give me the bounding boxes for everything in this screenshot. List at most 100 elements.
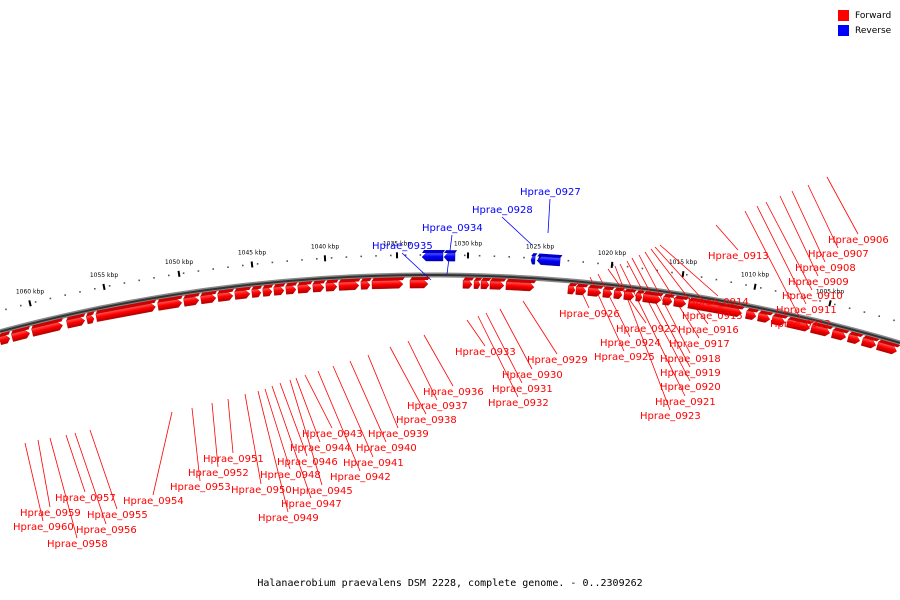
gene-label[interactable]: Hprae_0932 [488,398,549,409]
gene-label[interactable]: Hprae_0929 [527,355,588,366]
forward-gene-arrow [217,288,235,302]
gene-label[interactable]: Hprae_0913 [708,251,769,262]
gene-leader-line [650,248,709,325]
scale-major-tick [28,300,32,307]
gene-leader-line [659,244,719,297]
gene-label[interactable]: Hprae_0926 [559,309,620,320]
scale-major-tick [753,283,757,290]
gene-label[interactable]: Hprae_0909 [788,277,849,288]
gene-label[interactable]: Hprae_0930 [502,370,563,381]
gene-label[interactable]: Hprae_0940 [356,443,417,454]
gene-label[interactable]: Hprae_0931 [492,384,553,395]
gene-label[interactable]: Hprae_0943 [302,429,363,440]
gene-leader-line [744,210,801,319]
gene-label[interactable]: Hprae_0959 [20,508,81,519]
gene-label[interactable]: Hprae_0941 [343,458,404,469]
gene-label[interactable]: Hprae_0945 [292,486,353,497]
gene-label[interactable]: Hprae_0910 [782,291,843,302]
scale-minor-tick [345,256,348,258]
gene-label[interactable]: Hprae_0914 [688,297,749,308]
scale-minor-tick [760,287,762,289]
gene-label[interactable]: Hprae_0918 [660,354,721,365]
gene-label[interactable]: Hprae_0907 [808,249,869,260]
gene-label[interactable]: Hprae_0917 [669,339,730,350]
scale-minor-tick [641,267,644,270]
scale-minor-tick [138,279,140,282]
gene-leader-line [74,432,107,525]
forward-gene-arrow [613,287,625,300]
gene-label[interactable]: Hprae_0927 [520,187,581,198]
gene-label[interactable]: Hprae_0934 [422,223,483,234]
gene-label[interactable]: Hprae_0952 [188,468,249,479]
gene-label[interactable]: Hprae_0938 [396,415,457,426]
gene-leader-line [765,201,813,291]
scale-minor-tick [863,311,866,313]
gene-label[interactable]: Hprae_0957 [55,493,116,504]
gene-label[interactable]: Hprae_0911 [776,305,837,316]
gene-label[interactable]: Hprae_0944 [290,443,351,454]
reverse-swatch [838,25,849,36]
gene-leader-line [49,437,78,539]
gene-label[interactable]: Hprae_0912 [770,319,831,330]
scale-minor-tick [286,260,288,262]
gene-leader-line [332,365,374,458]
gene-label[interactable]: Hprae_0953 [170,482,231,493]
forward-gene-arrow [830,327,850,341]
gene-label[interactable]: Hprae_0949 [258,513,319,524]
gene-label[interactable]: Hprae_0960 [13,522,74,533]
gene-leader-line [715,224,739,251]
forward-gene-arrow [371,277,405,290]
gene-label[interactable]: Hprae_0928 [472,205,533,216]
scale-major-tick [828,300,832,307]
forward-gene-arrow [575,283,589,296]
gene-label[interactable]: Hprae_0923 [640,411,701,422]
gene-label[interactable]: Hprae_0916 [678,325,739,336]
forward-gene-arrow [623,288,637,301]
scale-minor-tick [686,273,688,276]
gene-label[interactable]: Hprae_0924 [600,338,661,349]
gene-label[interactable]: Hprae_0948 [260,470,321,481]
forward-gene-arrow [771,313,789,326]
gene-label[interactable]: Hprae_0906 [828,235,889,246]
gene-leader-line [597,273,631,338]
legend-reverse: Reverse [838,23,898,38]
scale-minor-tick [242,264,244,267]
scale-minor-tick [316,258,318,260]
gene-label[interactable]: Hprae_0921 [655,397,716,408]
gene-leader-line [631,257,691,368]
gene-label[interactable]: Hprae_0922 [616,324,677,335]
scale-major-tick [681,271,685,278]
forward-gene-arrow [480,277,492,290]
gene-label[interactable]: Hprae_0933 [455,347,516,358]
forward-gene-arrow [642,291,664,304]
scale-minor-tick [582,261,584,263]
gene-label[interactable]: Hprae_0908 [795,263,856,274]
gene-label[interactable]: Hprae_0915 [682,311,743,322]
gene-label[interactable]: Hprae_0942 [330,472,391,483]
scale-minor-tick [700,276,703,278]
reverse-gene-arrow [443,250,458,262]
gene-label[interactable]: Hprae_0936 [423,387,484,398]
gene-label[interactable]: Hprae_0946 [277,457,338,468]
legend-reverse-label: Reverse [855,25,892,36]
gene-label[interactable]: Hprae_0920 [660,382,721,393]
scale-minor-tick [626,265,629,268]
forward-gene-arrow [273,283,286,296]
gene-label[interactable]: Hprae_0919 [660,368,721,379]
gene-label[interactable]: Hprae_0955 [87,510,148,521]
forward-gene-arrow [876,339,900,355]
gene-label[interactable]: Hprae_0950 [231,485,292,496]
forward-gene-arrow [860,335,880,349]
gene-label[interactable]: Hprae_0951 [203,454,264,465]
gene-label[interactable]: Hprae_0954 [123,496,184,507]
gene-label[interactable]: Hprae_0925 [594,352,655,363]
scale-minor-tick [730,281,732,284]
gene-label[interactable]: Hprae_0947 [281,499,342,510]
legend-forward: Forward [838,8,898,23]
gene-label[interactable]: Hprae_0958 [47,539,108,550]
gene-label[interactable]: Hprae_0937 [407,401,468,412]
gene-label[interactable]: Hprae_0939 [368,429,429,440]
gene-label[interactable]: Hprae_0956 [76,525,137,536]
gene-leader-line [401,252,432,281]
gene-label[interactable]: Hprae_0935 [372,241,433,252]
